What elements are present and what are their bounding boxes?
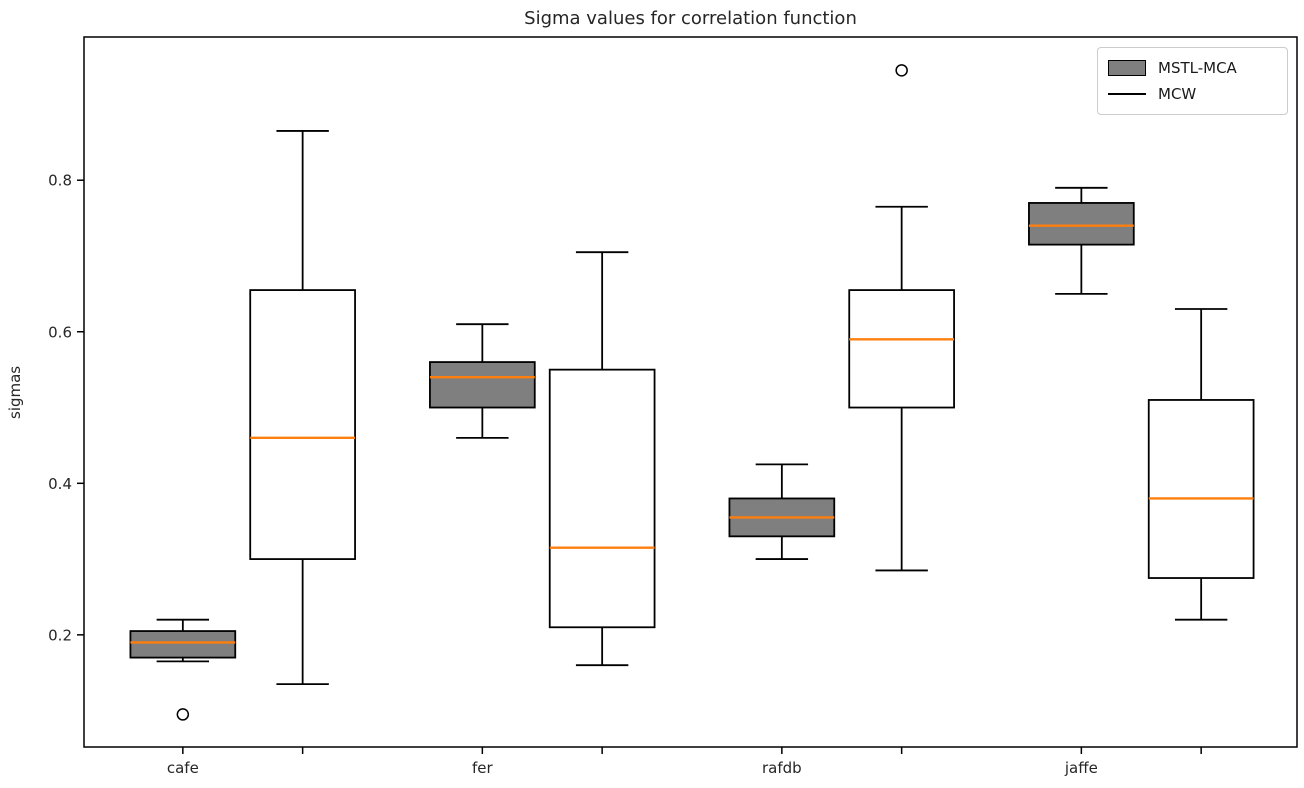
y-tick-label: 0.4 bbox=[48, 475, 72, 493]
legend-patch-icon bbox=[1108, 59, 1146, 76]
y-tick-label: 0.8 bbox=[48, 172, 72, 190]
box-MSTL-MCA-jaffe bbox=[1028, 186, 1135, 295]
box-rect bbox=[429, 361, 536, 409]
box-MCW-rafdb bbox=[848, 64, 955, 572]
x-tick-label: rafdb bbox=[762, 759, 802, 777]
x-tick-label: cafe bbox=[167, 759, 199, 777]
box-rect bbox=[548, 368, 656, 629]
box-MSTL-MCA-cafe bbox=[129, 618, 237, 721]
box-MCW-jaffe bbox=[1147, 308, 1255, 621]
box-MSTL-MCA-rafdb bbox=[728, 463, 836, 560]
box-MCW-fer bbox=[548, 251, 656, 667]
box-rect bbox=[1028, 202, 1135, 246]
legend-item-mstl-mca: MSTL-MCA bbox=[1108, 59, 1277, 77]
y-tick-label: 0.2 bbox=[48, 626, 72, 644]
legend-line-icon bbox=[1108, 93, 1146, 96]
plot-border bbox=[83, 36, 1298, 748]
legend-label: MSTL-MCA bbox=[1158, 58, 1237, 77]
legend-label: MCW bbox=[1158, 85, 1197, 104]
x-tick-label: jaffe bbox=[1064, 759, 1098, 777]
box-rect bbox=[129, 630, 237, 659]
box-MCW-cafe bbox=[249, 130, 356, 686]
box-rect bbox=[1147, 399, 1255, 579]
chart-title: Sigma values for correlation function bbox=[524, 8, 857, 29]
y-tick-label: 0.6 bbox=[48, 323, 72, 341]
legend: MSTL-MCA MCW bbox=[1097, 47, 1288, 115]
outlier-point bbox=[176, 708, 190, 721]
outlier-point bbox=[895, 64, 908, 77]
x-tick-label: fer bbox=[472, 759, 494, 777]
box-MSTL-MCA-fer bbox=[429, 323, 536, 439]
legend-item-mcw: MCW bbox=[1108, 85, 1277, 103]
box-rect bbox=[249, 289, 356, 560]
box-rect bbox=[848, 289, 955, 409]
